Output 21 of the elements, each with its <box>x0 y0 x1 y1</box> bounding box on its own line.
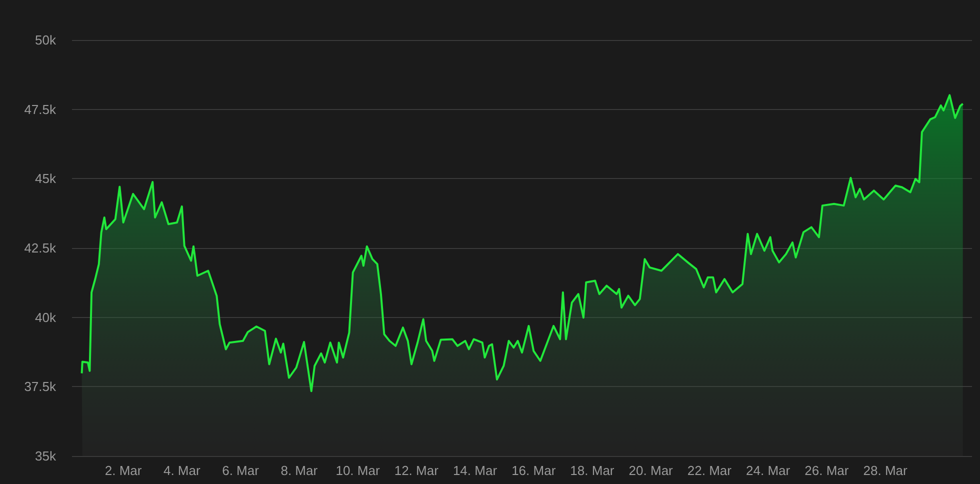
x-tick-label: 26. Mar <box>804 463 850 478</box>
y-tick-label: 45k <box>35 171 56 186</box>
x-tick-label: 16. Mar <box>512 463 556 478</box>
x-tick-label: 2. Mar <box>104 463 142 478</box>
x-tick-label: 24. Mar <box>746 463 791 478</box>
x-tick-label: 8. Mar <box>280 463 318 478</box>
x-tick-label: 20. Mar <box>628 463 674 478</box>
x-tick-label: 4. Mar <box>163 463 201 478</box>
x-tick-label: 12. Mar <box>394 463 440 478</box>
y-tick-label: 40k <box>35 310 56 325</box>
y-tick-label: 35k <box>35 448 56 464</box>
x-tick-label: 22. Mar <box>687 463 732 478</box>
x-tick-label: 10. Mar <box>336 463 380 478</box>
y-tick-label: 47.5k <box>24 102 56 117</box>
x-tick-label: 14. Mar <box>452 463 498 478</box>
x-tick-label: 18. Mar <box>570 463 615 478</box>
x-tick-label: 6. Mar <box>222 463 260 478</box>
y-tick-label: 37.5k <box>24 379 56 394</box>
x-tick-label: 28. Mar <box>863 463 908 478</box>
y-tick-label: 50k <box>35 32 56 48</box>
y-tick-label: 42.5k <box>24 240 56 256</box>
